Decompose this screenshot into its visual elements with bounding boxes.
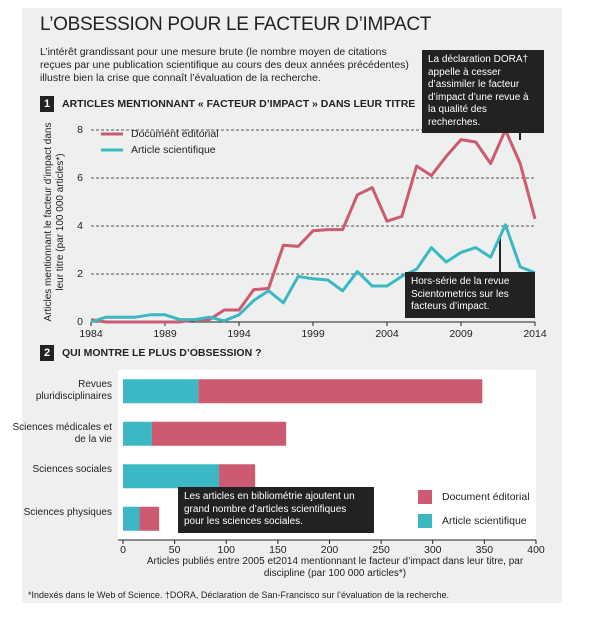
- y-tick-label: 4: [77, 220, 83, 232]
- section-title: QUI MONTRE LE PLUS D’OBSESSION ?: [62, 347, 262, 359]
- bar: [151, 421, 287, 446]
- legend-label: Article scientifique: [131, 144, 216, 156]
- legend-label: Document éditorial: [131, 128, 219, 140]
- bar: [219, 464, 256, 489]
- x-tick-label: 150: [269, 544, 287, 556]
- x-tick-label: 300: [424, 544, 442, 556]
- bar: [123, 379, 199, 404]
- category-label: Revues pluridisciplinaires: [35, 379, 112, 403]
- category-label: Sciences médicales et de la vie: [12, 421, 113, 445]
- legend-swatch: [418, 514, 432, 528]
- intro: L’intérêt grandissant pour une mesure br…: [40, 46, 409, 84]
- x-tick-label: 100: [217, 544, 235, 556]
- x-tick-label: 0: [120, 544, 126, 556]
- bar: [123, 421, 152, 446]
- x-tick-label: 1999: [301, 328, 325, 340]
- y-tick-label: 6: [77, 172, 83, 184]
- x-tick-label: 200: [321, 544, 339, 556]
- legend-swatch: [418, 490, 432, 504]
- annotation: Hors-série de la revue Scientometrics su…: [405, 272, 535, 318]
- bar: [198, 379, 483, 404]
- annotation: La déclaration DORA† appelle à cesser d’…: [422, 50, 544, 133]
- legend-label: Document éditorial: [442, 491, 530, 503]
- y-tick-label: 0: [77, 316, 83, 328]
- annotation: Les articles en bibliométrie ajoutent un…: [178, 487, 374, 533]
- bar: [139, 506, 160, 531]
- category-label: Sciences physiques: [23, 506, 112, 518]
- section-number: 1: [40, 96, 54, 112]
- x-tick-label: 1984: [79, 328, 103, 340]
- x-tick-label: 2014: [523, 328, 547, 340]
- x-tick-label: 50: [169, 544, 181, 556]
- y-tick-label: 2: [77, 268, 83, 280]
- line-series: [90, 128, 537, 324]
- y-tick-label: 8: [77, 124, 83, 136]
- bar: [123, 506, 140, 531]
- x-tick-label: 1989: [153, 328, 177, 340]
- line-series: [90, 223, 536, 324]
- x-tick-label: 350: [476, 544, 494, 556]
- x-tick-label: 250: [372, 544, 390, 556]
- section-number: 2: [40, 345, 54, 361]
- x-axis-label: Articles publiés entre 2005 et2014 menti…: [146, 556, 524, 579]
- category-label: Sciences sociales: [32, 464, 112, 476]
- x-tick-label: 2009: [449, 328, 473, 340]
- legend-label: Article scientifique: [442, 515, 527, 527]
- section-title: ARTICLES MENTIONNANT « FACTEUR D’IMPACT …: [62, 98, 416, 110]
- title: L’OBSESSION POUR LE FACTEUR D’IMPACT: [40, 14, 432, 35]
- footnote: *Indexés dans le Web of Science. †DORA, …: [28, 590, 450, 600]
- x-tick-label: 400: [527, 544, 545, 556]
- x-tick-label: 2004: [375, 328, 399, 340]
- bar: [123, 464, 220, 489]
- x-tick-label: 1994: [227, 328, 251, 340]
